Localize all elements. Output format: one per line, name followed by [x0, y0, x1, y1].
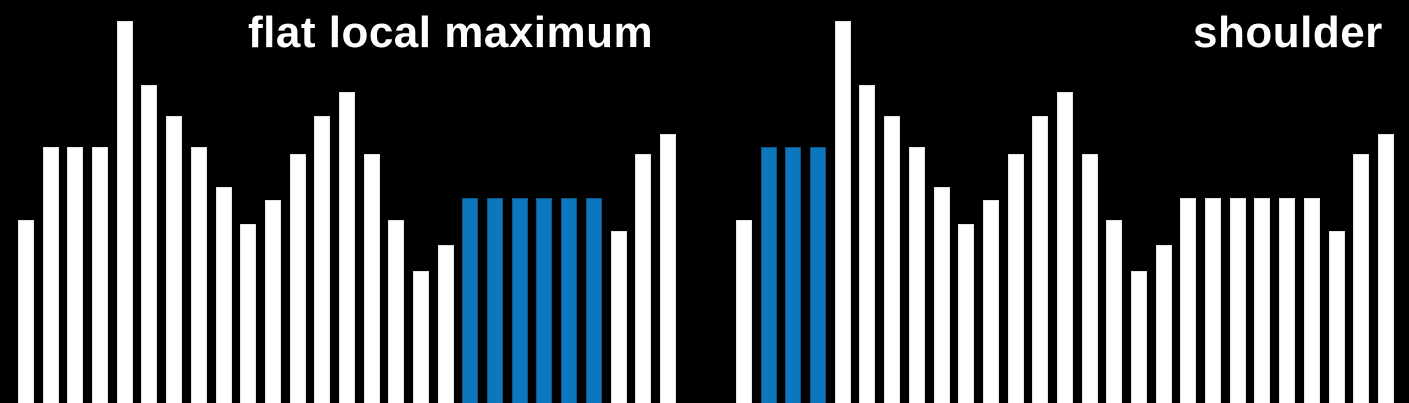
bar — [92, 147, 109, 403]
bar — [659, 134, 676, 403]
bar — [1377, 134, 1394, 403]
bar — [1180, 198, 1197, 403]
bar — [67, 147, 84, 403]
bar — [388, 220, 405, 403]
bar — [982, 200, 999, 403]
bar — [1081, 154, 1098, 403]
bar — [933, 187, 950, 403]
highlighted-bar — [785, 147, 802, 403]
bar — [437, 245, 454, 403]
bar — [1229, 198, 1246, 403]
bar — [1131, 271, 1147, 403]
highlighted-bar — [462, 198, 479, 403]
chart-title-shoulder: shoulder — [1193, 8, 1383, 57]
bar — [240, 224, 257, 403]
bar — [1279, 198, 1296, 403]
bar — [42, 147, 59, 403]
highlighted-bar — [760, 147, 777, 403]
bar — [190, 147, 207, 403]
bar — [141, 85, 158, 403]
bar — [908, 147, 925, 403]
bar — [215, 187, 232, 403]
bar — [413, 271, 429, 403]
bar — [363, 154, 380, 403]
highlighted-bar — [487, 198, 504, 403]
bar — [1328, 231, 1345, 403]
bar — [859, 85, 876, 403]
bar — [1205, 198, 1222, 403]
bar — [1032, 116, 1049, 403]
highlighted-bar — [511, 198, 528, 403]
bar — [18, 220, 34, 403]
bar — [1254, 198, 1271, 403]
bar — [635, 154, 652, 403]
bar — [289, 154, 306, 403]
highlighted-bar — [585, 198, 602, 403]
bar-group-shoulder — [736, 21, 1394, 403]
bar — [834, 21, 851, 403]
highlighted-bar — [536, 198, 553, 403]
bar — [314, 116, 331, 403]
bar — [736, 220, 752, 403]
bar — [958, 224, 975, 403]
bar — [1353, 154, 1370, 403]
bar — [338, 92, 355, 403]
chart-title-flat-local-maximum: flat local maximum — [248, 8, 654, 57]
highlighted-bar — [810, 147, 827, 403]
bar — [610, 231, 627, 403]
bar — [1303, 198, 1320, 403]
bar — [1106, 220, 1123, 403]
bar-group-flat-local-maximum — [18, 21, 676, 403]
bar — [1056, 92, 1073, 403]
bar — [166, 116, 183, 403]
bar — [1007, 154, 1024, 403]
highlighted-bar — [561, 198, 578, 403]
bar — [116, 21, 133, 403]
bar — [264, 200, 281, 403]
bar — [884, 116, 901, 403]
bar — [1155, 245, 1172, 403]
